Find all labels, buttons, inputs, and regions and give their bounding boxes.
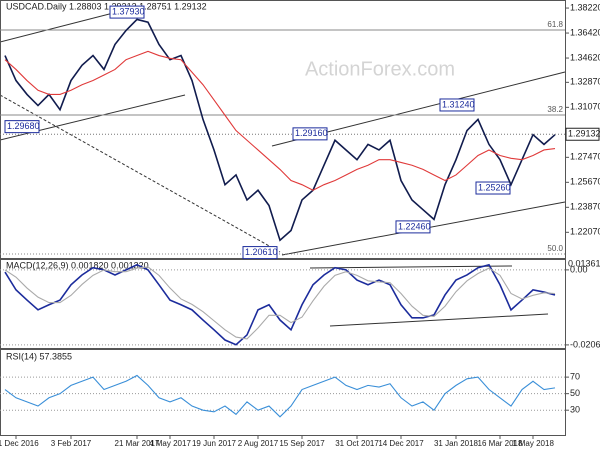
level-label: 1.29160 (295, 128, 328, 138)
trend-line (0, 9, 126, 43)
x-tick-label: 1 May 2018 (512, 439, 554, 448)
x-tick-label: 4 May 2017 (149, 439, 191, 448)
y-tick-label: 70 (570, 371, 580, 381)
trend-line (309, 265, 513, 269)
y-tick-label: 1.27470 (570, 152, 600, 162)
x-tick-label: 15 Sep 2017 (279, 439, 325, 448)
y-tick-label: 30 (570, 405, 580, 415)
price-title: USDCAD.Daily 1.28803 1.29213 1.28751 1.2… (6, 1, 207, 11)
level-label: 1.37930 (112, 6, 145, 16)
rsi-title: RSI(14) 57.3855 (6, 351, 72, 361)
level-box (292, 127, 328, 141)
watermark: ActionForex.com (305, 58, 455, 80)
level-box (4, 120, 40, 134)
y-tick-label: 0.00 (570, 264, 588, 274)
y-tick-label: 50 (570, 388, 580, 398)
macd-panel (0, 259, 566, 349)
level-label: 1.22460 (398, 221, 431, 231)
x-tick-label: 31 Jan 2018 (434, 439, 479, 448)
y-tick-label: 1.23870 (570, 202, 600, 212)
x-tick-label: 19 Jun 2017 (192, 439, 237, 448)
series-line (4, 266, 556, 340)
series-line (4, 263, 556, 346)
fib-label: 50.0 (547, 244, 563, 253)
x-tick-label: 2 Aug 2017 (238, 439, 279, 448)
fib-label: 38.2 (547, 105, 563, 114)
level-box (109, 5, 145, 19)
y-tick-label: 1.22070 (570, 227, 600, 237)
level-label: 1.29680 (7, 121, 40, 131)
x-tick-label: 16 Mar 2018 (478, 439, 523, 448)
trend-line (0, 94, 281, 253)
macd-title: MACD(12,26,9) 0.001820 0.001320 (6, 260, 149, 270)
fib-label: 61.8 (547, 20, 563, 29)
x-tick-label: 3 Feb 2017 (51, 439, 92, 448)
level-label: 1.20610 (245, 247, 278, 257)
macd-top-label: 0.013610 (568, 258, 600, 268)
level-box (395, 220, 431, 234)
y-tick-label: -0.020648 (570, 339, 600, 349)
series-line (4, 50, 556, 191)
last-price-label: 1.29132 (568, 129, 600, 139)
series-line (4, 374, 556, 418)
rsi-panel (0, 349, 566, 436)
y-tick-label: 1.25670 (570, 177, 600, 187)
x-tick-label: 31 Oct 2017 (335, 439, 379, 448)
y-tick-label: 1.34620 (570, 52, 600, 62)
level-box (439, 98, 475, 112)
x-tick-label: 21 Dec 2016 (0, 439, 39, 448)
level-label: 1.25260 (478, 182, 511, 192)
series-line (4, 18, 556, 242)
level-box (242, 246, 278, 260)
x-tick-label: 14 Dec 2017 (378, 439, 424, 448)
y-tick-label: 1.32870 (570, 77, 600, 87)
y-tick-label: 1.31070 (570, 102, 600, 112)
x-tick-label: 21 Mar 2017 (115, 439, 160, 448)
level-box (475, 181, 511, 195)
trend-line (329, 313, 549, 327)
y-tick-label: 1.38220 (570, 2, 600, 12)
y-tick-label: 1.36420 (570, 27, 600, 37)
level-label: 1.31240 (442, 99, 475, 109)
last-price-box (565, 127, 600, 141)
